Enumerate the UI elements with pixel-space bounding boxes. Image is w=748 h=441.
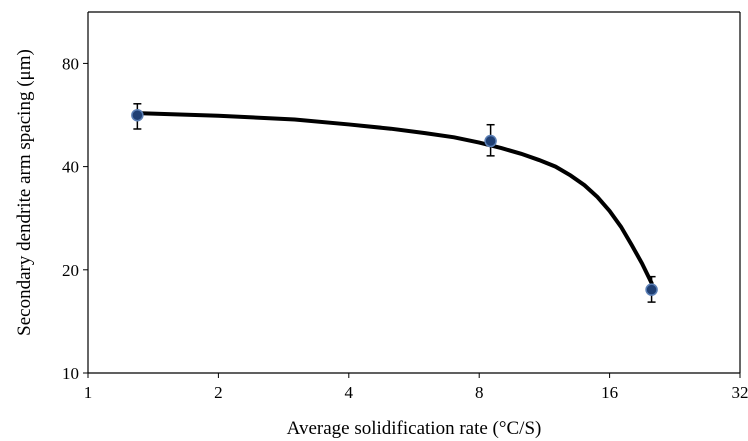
y-axis-title: Secondary dendrite arm spacing (μm): [14, 49, 35, 336]
y-tick-label: 80: [62, 54, 79, 73]
x-tick-label: 2: [214, 383, 223, 402]
x-tick-label: 8: [475, 383, 484, 402]
y-tick-label: 10: [62, 364, 79, 383]
trend-curve: [135, 111, 654, 286]
data-point: [645, 283, 658, 296]
data-point-group: [484, 123, 497, 157]
data-points: [131, 103, 658, 303]
data-point: [484, 134, 497, 148]
x-axis-title: Average solidification rate (°C/S): [287, 418, 542, 439]
x-ticks: 1 2 4 8 16 32: [84, 373, 748, 402]
data-point: [131, 108, 144, 122]
x-tick-label: 1: [84, 383, 93, 402]
y-tick-label: 40: [62, 158, 79, 177]
y-tick-label: 20: [62, 261, 79, 280]
x-tick-label: 4: [345, 383, 354, 402]
data-point-group: [645, 275, 658, 303]
x-tick-label: 32: [732, 383, 748, 402]
y-ticks: 10 20 40 80: [62, 54, 88, 383]
data-point-group: [131, 103, 144, 130]
x-tick-label: 16: [601, 383, 618, 402]
